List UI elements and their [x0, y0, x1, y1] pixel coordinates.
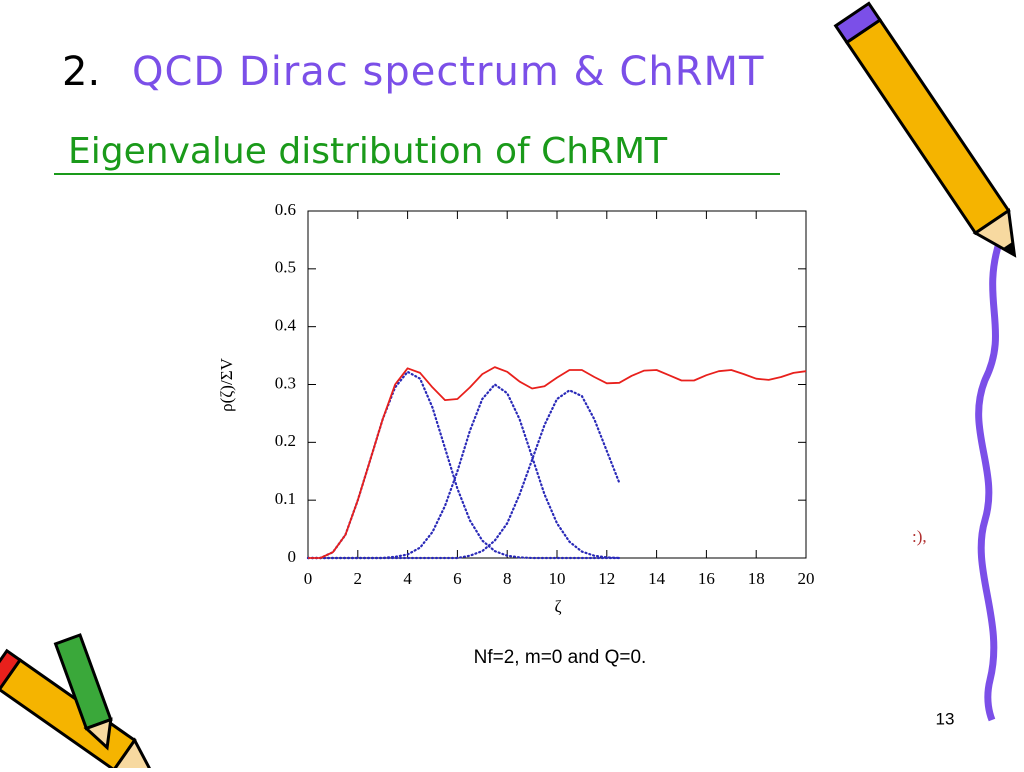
slide-subtitle: Eigenvalue distribution of ChRMT [68, 131, 668, 172]
slide-number: 2. [62, 49, 100, 95]
decor-wave [975, 238, 1004, 722]
y-axis-label: ρ(ζ)/ΣV [217, 357, 236, 411]
y-tick-label: 0.5 [275, 258, 296, 277]
series-line [308, 366, 807, 559]
x-tick-label: 6 [453, 569, 462, 588]
x-axis-label: ζ [554, 597, 561, 616]
y-tick-label: 0.6 [275, 200, 296, 219]
y-tick-label: 0 [288, 547, 297, 566]
x-tick-label: 10 [549, 569, 566, 588]
page-number: 13 [936, 709, 955, 728]
decor-pencil [833, 1, 1017, 258]
x-tick-label: 18 [748, 569, 765, 588]
x-tick-label: 14 [648, 569, 666, 588]
y-tick-label: 0.4 [275, 316, 297, 335]
fragment-text: :), [912, 527, 927, 546]
plot-frame [307, 210, 807, 559]
slide-title: QCD Dirac spectrum & ChRMT [132, 49, 764, 95]
y-tick-label: 0.3 [275, 373, 296, 392]
x-tick-label: 20 [798, 569, 815, 588]
caption: Nf=2, m=0 and Q=0. [474, 647, 647, 668]
x-tick-label: 0 [304, 569, 313, 588]
decor-pencil [53, 633, 113, 751]
series-line [306, 370, 621, 560]
y-tick-label: 0.2 [275, 431, 296, 450]
y-tick-label: 0.1 [275, 489, 296, 508]
series-line [306, 383, 621, 560]
x-tick-label: 12 [598, 569, 615, 588]
series-line [306, 389, 621, 560]
x-tick-label: 8 [503, 569, 512, 588]
x-tick-label: 4 [403, 569, 412, 588]
x-tick-label: 2 [354, 569, 363, 588]
x-tick-label: 16 [698, 569, 715, 588]
